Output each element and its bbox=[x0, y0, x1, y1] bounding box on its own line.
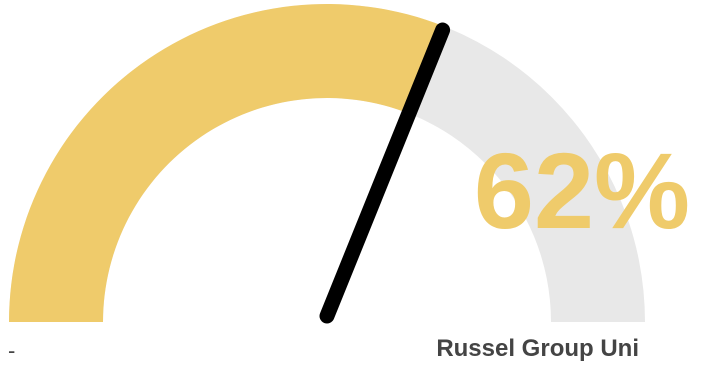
gauge-min-label: - bbox=[8, 338, 16, 363]
gauge-needle bbox=[319, 22, 451, 324]
gauge-series-label: Russel Group Uni bbox=[436, 335, 639, 362]
gauge-fill bbox=[9, 3, 445, 323]
gauge-value: 62% bbox=[474, 130, 690, 251]
